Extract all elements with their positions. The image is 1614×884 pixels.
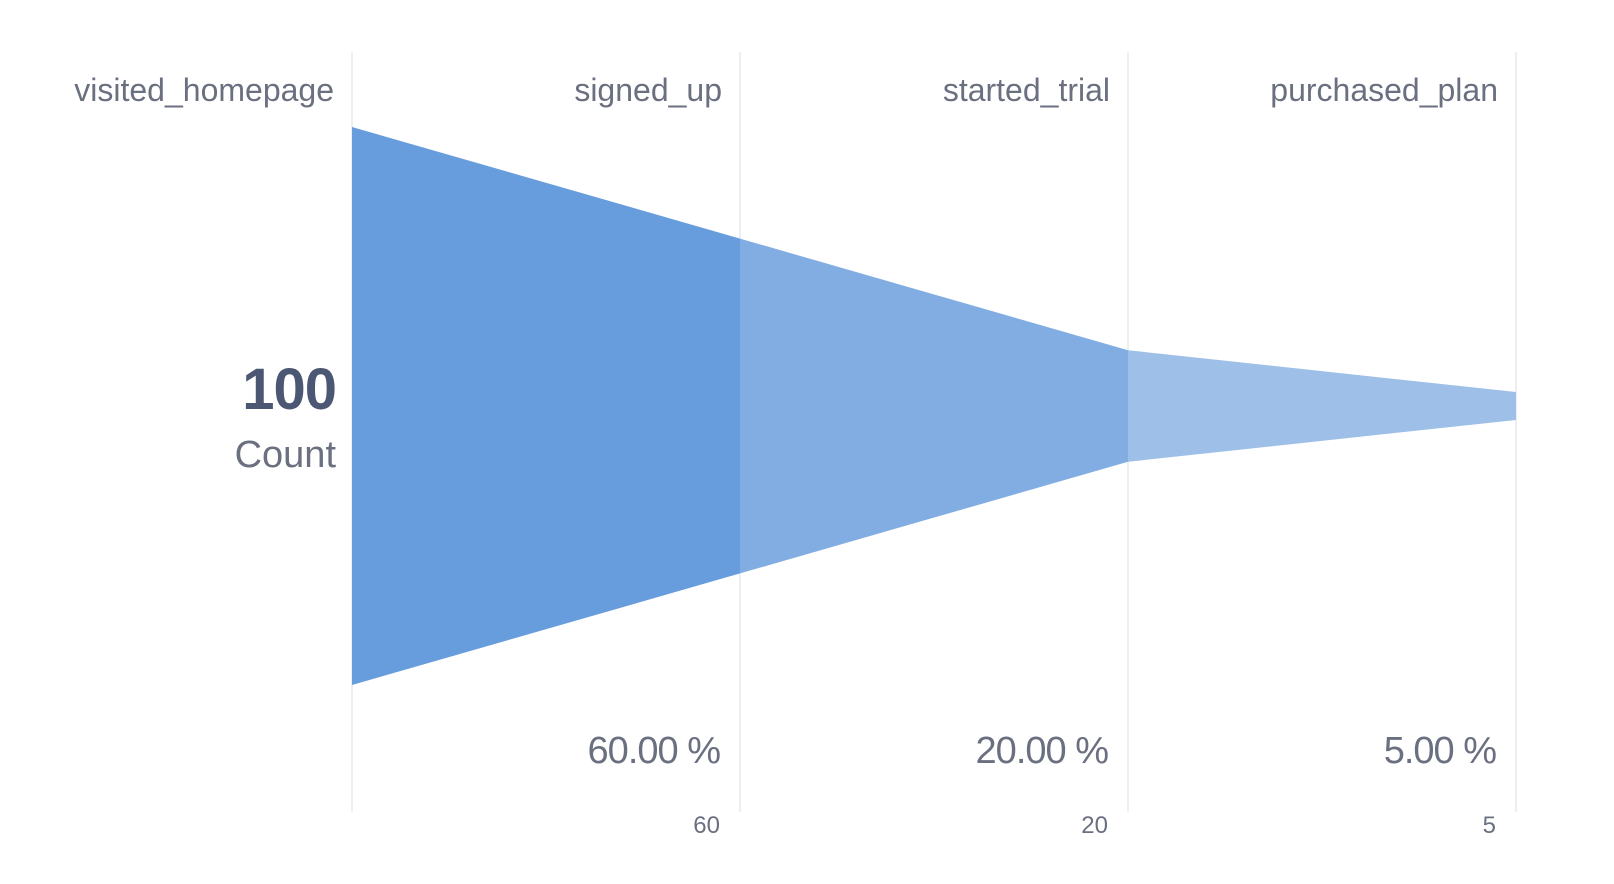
step-name-signed-up: signed_up: [574, 72, 722, 108]
funnel-segment-signed-up[interactable]: [740, 238, 1128, 574]
metric-label: Count: [234, 434, 336, 476]
step-count-signed-up: 60: [693, 812, 720, 839]
first-step-value: 100: [242, 357, 337, 422]
step-name-visited-homepage: visited_homepage: [74, 72, 334, 108]
step-count-purchased-plan: 5: [1482, 812, 1496, 839]
step-name-started-trial: started_trial: [942, 72, 1110, 108]
step-percent-started-trial: 20.00 %: [975, 730, 1109, 772]
step-percent-signed-up: 60.00 %: [587, 730, 721, 772]
step-count-started-trial: 20: [1081, 812, 1108, 839]
step-percent-purchased-plan: 5.00 %: [1383, 730, 1497, 772]
funnel-segment-started-trial[interactable]: [1128, 350, 1516, 462]
step-name-purchased-plan: purchased_plan: [1270, 72, 1498, 108]
funnel-segment-visited-homepage[interactable]: [352, 127, 740, 685]
